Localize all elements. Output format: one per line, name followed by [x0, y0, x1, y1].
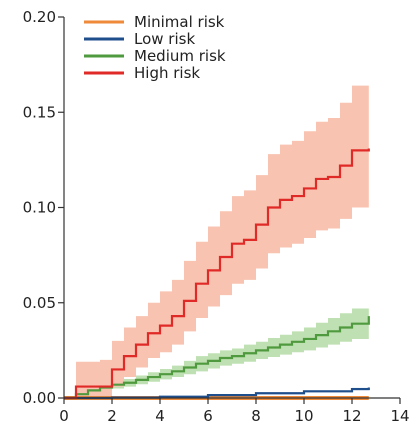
x-tick-label: 4: [155, 407, 165, 425]
x-tick-label: 6: [203, 407, 213, 425]
y-tick-label: 0.15: [23, 103, 56, 121]
medium-risk-line: [64, 316, 370, 400]
confidence-bands: [64, 81, 369, 399]
x-tick-label: 14: [390, 407, 409, 425]
x-axis-ticks: 0 2 4 6 8 10 12 14: [59, 398, 410, 425]
x-tick-label: 8: [251, 407, 261, 425]
high-risk-band: [64, 81, 369, 399]
x-tick-label: 12: [342, 407, 361, 425]
high-risk-line: [64, 148, 370, 400]
minimal-risk-legend-label: Minimal risk: [134, 13, 225, 31]
x-tick-label: 10: [294, 407, 313, 425]
medium-risk-legend-label: Medium risk: [134, 47, 226, 65]
y-tick-label: 0.20: [23, 8, 56, 26]
low-risk-legend-label: Low risk: [134, 30, 195, 48]
y-tick-label: 0.00: [23, 389, 56, 407]
y-axis-ticks: 0.00 0.05 0.10 0.15 0.20: [23, 8, 64, 407]
y-tick-label: 0.10: [23, 199, 56, 217]
x-tick-label: 0: [59, 407, 69, 425]
y-tick-label: 0.05: [23, 294, 56, 312]
x-tick-label: 2: [107, 407, 117, 425]
high-risk-legend-label: High risk: [134, 64, 200, 82]
